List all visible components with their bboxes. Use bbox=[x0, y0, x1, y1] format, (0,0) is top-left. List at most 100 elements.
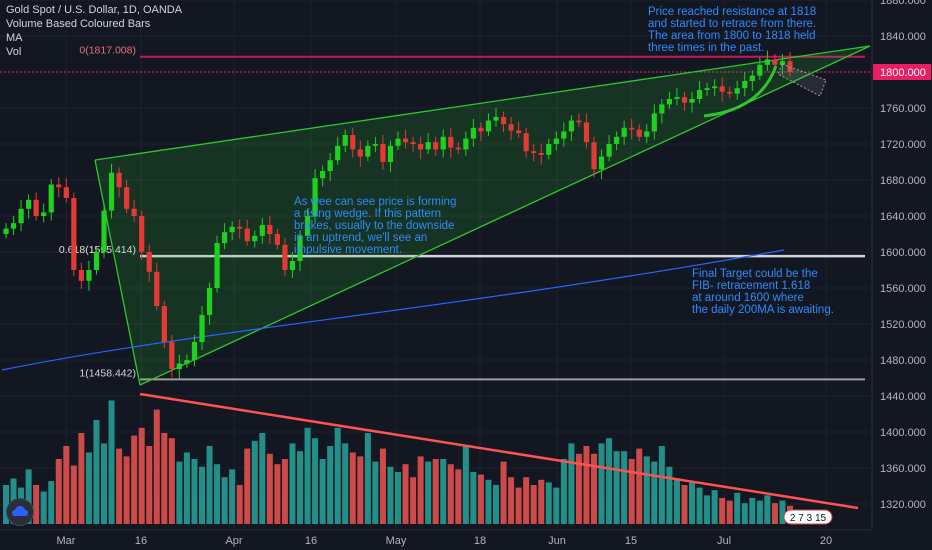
volume-bar bbox=[131, 435, 138, 524]
volume-bar bbox=[312, 438, 319, 524]
x-tick-label: 20 bbox=[820, 535, 832, 547]
indicator-vol[interactable]: Vol bbox=[6, 46, 22, 58]
y-tick-label: 1760.000 bbox=[880, 103, 926, 115]
indicator-volume-bars[interactable]: Volume Based Coloured Bars bbox=[6, 18, 151, 30]
volume-bar bbox=[289, 443, 296, 524]
volume-bar bbox=[327, 446, 334, 524]
volume-bar bbox=[319, 459, 326, 524]
y-tick-label: 1720.000 bbox=[880, 139, 926, 151]
volume-bar bbox=[771, 503, 778, 524]
volume-bar bbox=[500, 461, 507, 524]
time-axis bbox=[0, 530, 872, 550]
volume-bar bbox=[749, 498, 756, 524]
volume-bar bbox=[756, 500, 763, 524]
candle-body bbox=[583, 122, 590, 143]
y-tick-label: 1520.000 bbox=[880, 319, 926, 331]
candle-body bbox=[455, 147, 461, 150]
x-tick-label: Jul bbox=[717, 535, 731, 547]
candle-body bbox=[485, 120, 492, 132]
volume-bar bbox=[485, 479, 492, 524]
candle-body bbox=[48, 184, 54, 213]
volume-bar bbox=[591, 453, 597, 524]
x-tick-label: 16 bbox=[305, 535, 317, 547]
candle-body bbox=[779, 61, 786, 65]
candle-body bbox=[184, 360, 190, 364]
tradingview-logo[interactable] bbox=[6, 498, 34, 526]
target-note: Final Target could be the FIB- retraceme… bbox=[692, 268, 834, 316]
curve-arrow bbox=[703, 65, 778, 118]
candle-body bbox=[666, 99, 672, 105]
volume-bar bbox=[259, 433, 266, 524]
candle-body bbox=[448, 136, 454, 148]
fib-level-label: 0(1817.008) bbox=[79, 45, 136, 57]
candle-body bbox=[523, 133, 529, 152]
candle-body bbox=[26, 199, 32, 209]
volume-bar bbox=[40, 491, 47, 524]
volume-bar bbox=[123, 456, 130, 524]
candle-body bbox=[704, 88, 710, 90]
projection-box bbox=[777, 63, 827, 97]
candle-body bbox=[86, 270, 92, 281]
x-tick-label: 18 bbox=[474, 535, 486, 547]
volume-bar bbox=[636, 448, 643, 524]
volume-bar bbox=[410, 477, 417, 524]
volume-bar bbox=[643, 456, 650, 524]
fib-level-label: 0.618(1595.414) bbox=[59, 244, 136, 256]
x-tick-label: 16 bbox=[135, 535, 147, 547]
candle-body bbox=[689, 99, 695, 103]
candle-body bbox=[470, 127, 476, 139]
candle-body bbox=[274, 234, 280, 245]
price-axis-marker-label: 1800.000 bbox=[880, 67, 926, 79]
volume-bar bbox=[93, 420, 100, 524]
y-tick-label: 1440.000 bbox=[880, 391, 926, 403]
x-tick-label: May bbox=[386, 535, 407, 547]
resistance-note: Price reached resistance at 1818 and sta… bbox=[648, 6, 817, 54]
candle-body bbox=[425, 142, 431, 150]
candle-body bbox=[719, 86, 725, 92]
candle-body bbox=[546, 144, 552, 155]
volume-bar bbox=[191, 459, 198, 524]
x-tick-label: Mar bbox=[57, 535, 76, 547]
candle-body bbox=[621, 127, 627, 137]
candle-body bbox=[659, 104, 665, 114]
wedge-fill bbox=[95, 46, 870, 385]
candle-body bbox=[493, 117, 499, 121]
volume-bar bbox=[545, 482, 552, 524]
volume-bar bbox=[734, 492, 741, 524]
volume-bar bbox=[48, 481, 55, 524]
volume-bar bbox=[25, 469, 32, 524]
volume-bar bbox=[666, 466, 673, 524]
volume-bar bbox=[402, 464, 409, 524]
candle-body bbox=[78, 270, 84, 281]
volume-bar bbox=[651, 461, 658, 524]
volume-bar bbox=[395, 472, 401, 524]
candle-body bbox=[516, 130, 522, 134]
candle-body bbox=[297, 235, 303, 261]
price-axis-marker bbox=[873, 64, 931, 80]
candle-body bbox=[289, 261, 296, 270]
x-tick-label: Jun bbox=[548, 535, 566, 547]
candle-body bbox=[101, 210, 107, 252]
candle-body bbox=[10, 223, 17, 229]
volume-bar bbox=[168, 438, 175, 524]
candle-body bbox=[380, 144, 386, 162]
candle-body bbox=[342, 135, 348, 146]
candle-body bbox=[222, 232, 228, 243]
volume-bar bbox=[304, 427, 311, 524]
candle-body bbox=[478, 127, 484, 132]
candle-body bbox=[33, 199, 39, 216]
indicator-ma[interactable]: MA bbox=[6, 32, 23, 44]
candle-body bbox=[463, 138, 469, 150]
volume-bar bbox=[199, 466, 205, 524]
candle-body bbox=[282, 244, 288, 270]
candle-body bbox=[696, 90, 703, 99]
volume-bar bbox=[417, 456, 424, 524]
candle-body bbox=[681, 97, 688, 103]
volume-bar bbox=[606, 438, 613, 524]
volume-bar bbox=[281, 459, 288, 524]
candle-body bbox=[56, 184, 62, 188]
candle-body bbox=[41, 212, 47, 216]
candle-body bbox=[651, 113, 657, 132]
symbol-title[interactable]: Gold Spot / U.S. Dollar, 1D, OANDA bbox=[6, 4, 183, 16]
